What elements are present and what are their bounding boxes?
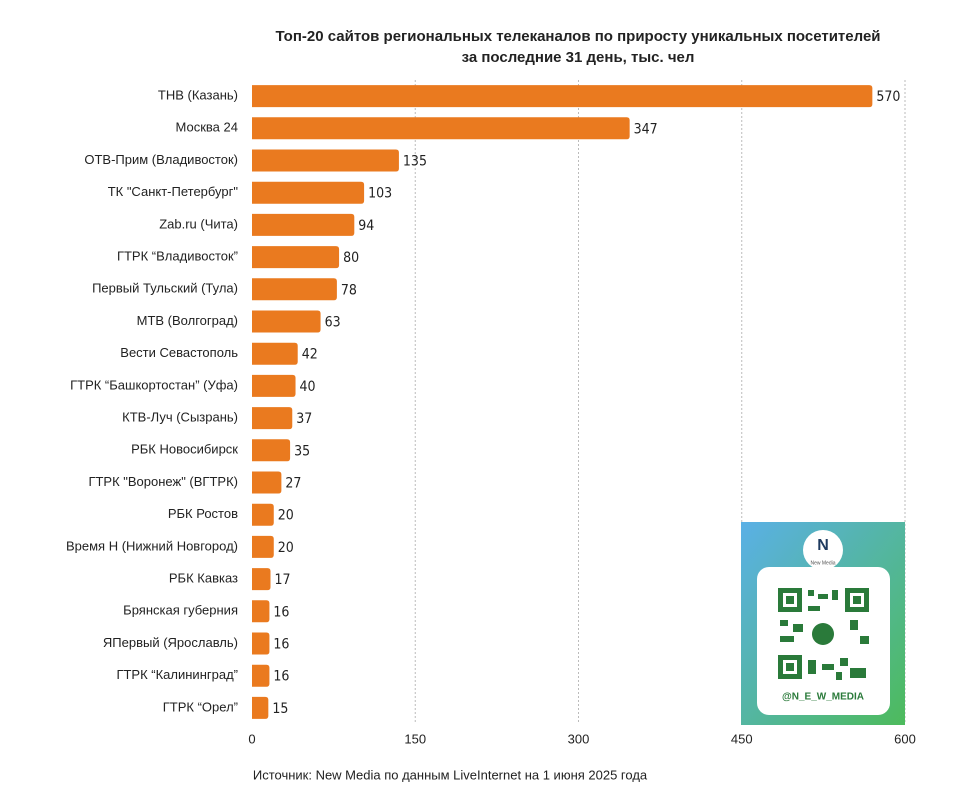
value-label: 20	[278, 540, 294, 556]
value-label: 20	[278, 508, 294, 524]
y-tick-label: Первый Тульский (Тула)	[92, 281, 238, 296]
y-tick-label: ОТВ-Прим (Владивосток)	[84, 152, 238, 167]
bar	[252, 696, 269, 719]
y-tick-label: ГТРК “Калининград”	[116, 667, 238, 682]
value-label: 27	[285, 476, 301, 492]
bar	[252, 535, 274, 558]
value-label: 35	[294, 443, 310, 459]
bar	[252, 149, 399, 172]
bar	[252, 117, 630, 140]
bar	[252, 471, 282, 494]
value-label: 42	[302, 347, 318, 363]
bar	[252, 568, 271, 591]
y-tick-label: ГТРК "Воронеж" (ВГТРК)	[88, 474, 238, 489]
bar	[252, 213, 355, 236]
value-label: 37	[296, 411, 312, 427]
bar	[252, 342, 298, 365]
value-label: 135	[403, 154, 427, 170]
value-label: 80	[343, 250, 359, 266]
y-tick-label: Время Н (Нижний Новгород)	[66, 538, 238, 553]
bar	[252, 632, 270, 655]
value-label: 16	[273, 604, 289, 620]
value-label: 78	[341, 282, 357, 298]
bar	[252, 85, 873, 108]
x-tick-label: 450	[731, 731, 753, 746]
y-tick-label: ТНВ (Казань)	[158, 88, 238, 103]
y-tick-label: КТВ-Луч (Сызрань)	[122, 410, 238, 425]
value-label: 16	[273, 669, 289, 685]
bar	[252, 600, 270, 623]
y-tick-label: ТК "Санкт-Петербург"	[108, 184, 239, 199]
bar	[252, 374, 296, 397]
qr-code	[778, 588, 869, 680]
badge-logo-text: New Media	[810, 560, 835, 566]
badge-handle: @N_E_W_MEDIA	[782, 692, 864, 703]
chart-title: Топ-20 сайтов региональных телеканалов п…	[275, 28, 880, 45]
value-label: 103	[368, 186, 392, 202]
source-note: Источник: New Media по данным LiveIntern…	[253, 767, 648, 782]
y-tick-label: Вести Севастополь	[120, 345, 238, 360]
value-label: 94	[358, 218, 374, 234]
value-label: 570	[876, 89, 900, 105]
value-label: 40	[300, 379, 316, 395]
value-label: 63	[325, 315, 341, 331]
y-tick-label: РБК Ростов	[168, 506, 238, 521]
y-tick-label: Брянская губерния	[123, 603, 238, 618]
badge: N New Media @N_E_W_MEDIA	[741, 522, 905, 725]
value-label: 347	[634, 121, 658, 137]
x-tick-label: 0	[248, 731, 255, 746]
bar	[252, 181, 365, 204]
y-tick-label: ГТРК “Орел”	[163, 699, 238, 714]
badge-logo-mark: N	[817, 537, 829, 554]
y-tick-label: ГТРК “Владивосток”	[117, 249, 238, 264]
x-tick-label: 300	[568, 731, 590, 746]
x-tick-label: 150	[404, 731, 426, 746]
bar	[252, 439, 291, 462]
value-label: 17	[275, 572, 291, 588]
x-tick-label: 600	[894, 731, 916, 746]
bar	[252, 246, 340, 269]
chart-subtitle: за последние 31 день, тыс. чел	[462, 49, 695, 66]
y-tick-label: РБК Новосибирск	[131, 442, 238, 457]
badge-logo	[803, 530, 843, 570]
value-label: 16	[273, 637, 289, 653]
value-label: 15	[272, 701, 288, 717]
bar	[252, 407, 293, 430]
y-tick-label: Zab.ru (Чита)	[159, 216, 238, 231]
bar	[252, 310, 321, 333]
y-tick-label: ЯПервый (Ярославль)	[103, 635, 238, 650]
bar	[252, 503, 274, 526]
bar	[252, 278, 337, 301]
bar	[252, 664, 270, 687]
y-tick-label: МТВ (Волгоград)	[137, 313, 238, 328]
y-tick-label: Москва 24	[176, 120, 238, 135]
y-tick-label: ГТРК “Башкортостан” (Уфа)	[70, 377, 238, 392]
y-tick-label: РБК Кавказ	[169, 571, 238, 586]
